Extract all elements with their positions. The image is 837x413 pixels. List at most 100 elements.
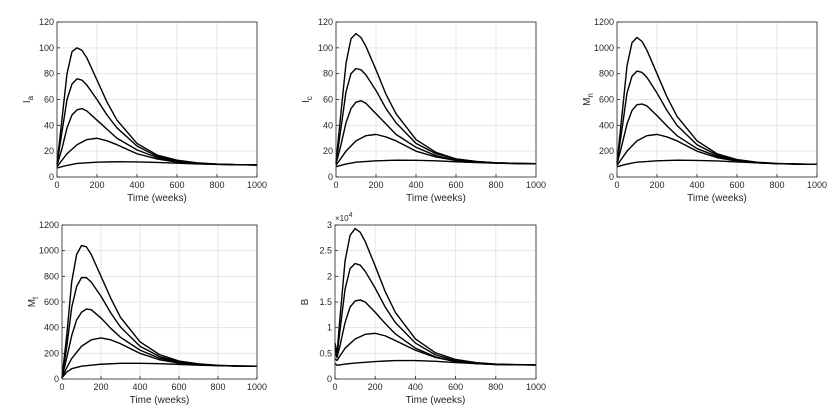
- series-line-5: [56, 161, 258, 169]
- y-tick-label: 80: [323, 69, 333, 79]
- x-tick-label: 0: [332, 382, 337, 392]
- x-axis-label: Time (weeks): [687, 193, 747, 204]
- x-tick-label: 1000: [807, 180, 827, 190]
- y-tick-label: 400: [44, 323, 59, 333]
- y-axis-label: B: [300, 298, 311, 305]
- y-tick-label: 200: [44, 348, 59, 358]
- y-tick-label: 600: [44, 297, 59, 307]
- series-line-5: [334, 359, 537, 366]
- y-tick-label: 1000: [594, 43, 614, 53]
- chart-panel-Mt: 0 200 400 600 800 1000 0 200 400 600 800 1000 1200 Ti…: [27, 220, 267, 406]
- y-tick-label: 20: [44, 146, 54, 156]
- y-tick-label: 60: [44, 95, 54, 105]
- x-tick-label: 200: [368, 180, 383, 190]
- x-tick-label: 600: [169, 180, 184, 190]
- series-line-5: [61, 362, 258, 379]
- y-axis-label-subscript: n: [586, 93, 595, 97]
- x-tick-label: 400: [408, 382, 423, 392]
- series-line-4: [334, 332, 537, 366]
- y-tick-label: 3: [327, 220, 332, 230]
- y-tick-label: 0: [328, 172, 333, 182]
- x-tick-label: 1000: [247, 382, 267, 392]
- y-axis-label-main: I: [22, 100, 33, 103]
- y-tick-label: 2.5: [319, 246, 332, 256]
- y-tick-label: 1200: [594, 17, 614, 27]
- x-tick-label: 800: [210, 382, 225, 392]
- series-line-3: [61, 308, 258, 378]
- y-tick-label: 100: [318, 43, 333, 53]
- x-tick-label: 400: [689, 180, 704, 190]
- series-line-5: [335, 159, 537, 168]
- y-tick-label: 0: [327, 374, 332, 384]
- x-tick-label: 1000: [526, 180, 546, 190]
- x-tick-label: 600: [171, 382, 186, 392]
- exponent-power: 4: [349, 212, 353, 219]
- x-tick-label: 200: [89, 180, 104, 190]
- y-tick-label: 2: [327, 271, 332, 281]
- series-line-1: [56, 47, 258, 166]
- x-tick-label: 800: [769, 180, 784, 190]
- y-tick-label: 1: [327, 323, 332, 333]
- y-tick-label: 40: [323, 120, 333, 130]
- x-axis-label: Time (weeks): [130, 395, 190, 406]
- series-line-5: [616, 159, 818, 168]
- x-tick-label: 800: [488, 180, 503, 190]
- x-tick-label: 600: [729, 180, 744, 190]
- y-tick-label: 0: [54, 374, 59, 384]
- y-tick-label: 20: [323, 146, 333, 156]
- x-tick-label: 0: [59, 382, 64, 392]
- y-axis-label-main: M: [582, 98, 593, 106]
- series-line-2: [56, 78, 258, 166]
- x-tick-label: 1000: [247, 180, 267, 190]
- y-axis-label: Mt: [27, 296, 40, 307]
- series-line-1: [616, 36, 818, 166]
- x-tick-label: 400: [132, 382, 147, 392]
- y-axis-label: Ia: [22, 95, 35, 103]
- exponent-base: ×10: [335, 214, 349, 223]
- series-line-2: [335, 67, 537, 165]
- y-tick-label: 400: [599, 120, 614, 130]
- y-tick-label: 0.5: [319, 348, 332, 358]
- x-tick-label: 600: [448, 180, 463, 190]
- y-tick-label: 60: [323, 95, 333, 105]
- y-tick-label: 0: [49, 172, 54, 182]
- series-line-3: [335, 100, 537, 165]
- x-tick-label: 0: [614, 180, 619, 190]
- chart-panel-Ic: 0 200 400 600 800 1000 0 20 40 60 80 100 120 Time (we…: [301, 17, 546, 204]
- y-axis-label: Ic: [301, 96, 314, 103]
- y-tick-label: 0: [609, 172, 614, 182]
- x-axis-label: Time (weeks): [406, 395, 466, 406]
- series-line-2: [616, 70, 818, 166]
- y-axis-label-subscript: t: [31, 296, 40, 299]
- chart-panel-B: 0 200 400 600 800 1000 0 0.5 1 1.5 2 2.5 3 Time (week…: [300, 212, 546, 406]
- x-tick-label: 0: [333, 180, 338, 190]
- x-tick-label: 200: [368, 382, 383, 392]
- y-tick-label: 1200: [39, 220, 59, 230]
- y-tick-label: 120: [39, 17, 54, 27]
- x-tick-label: 600: [448, 382, 463, 392]
- y-axis-label-main: I: [301, 100, 312, 103]
- series-line-1: [335, 32, 537, 165]
- x-tick-label: 1000: [526, 382, 546, 392]
- x-tick-label: 0: [54, 180, 59, 190]
- y-tick-label: 100: [39, 43, 54, 53]
- y-axis-label-subscript: a: [26, 95, 35, 100]
- y-axis-label-subscript: c: [305, 96, 314, 100]
- y-tick-label: 120: [318, 17, 333, 27]
- y-tick-label: 1000: [39, 246, 59, 256]
- x-axis-label: Time (weeks): [127, 193, 187, 204]
- y-tick-label: 1.5: [319, 297, 332, 307]
- chart-panel-Mn: 0 200 400 600 800 1000 0 200 400 600 800 1000 1200 Ti…: [582, 17, 827, 204]
- y-axis-label-main: M: [27, 299, 38, 307]
- y-exponent-label: ×104: [335, 212, 353, 223]
- series-line-1: [334, 227, 537, 366]
- chart-panel-Ia: 0 200 400 600 800 1000 0 20 40 60 80 100 120 Time (we…: [22, 17, 267, 204]
- x-tick-label: 200: [649, 180, 664, 190]
- x-tick-label: 800: [209, 180, 224, 190]
- y-tick-label: 80: [44, 69, 54, 79]
- series-line-2: [334, 262, 537, 366]
- y-axis-label-main: B: [300, 298, 311, 305]
- x-axis-label: Time (weeks): [406, 193, 466, 204]
- y-tick-label: 40: [44, 120, 54, 130]
